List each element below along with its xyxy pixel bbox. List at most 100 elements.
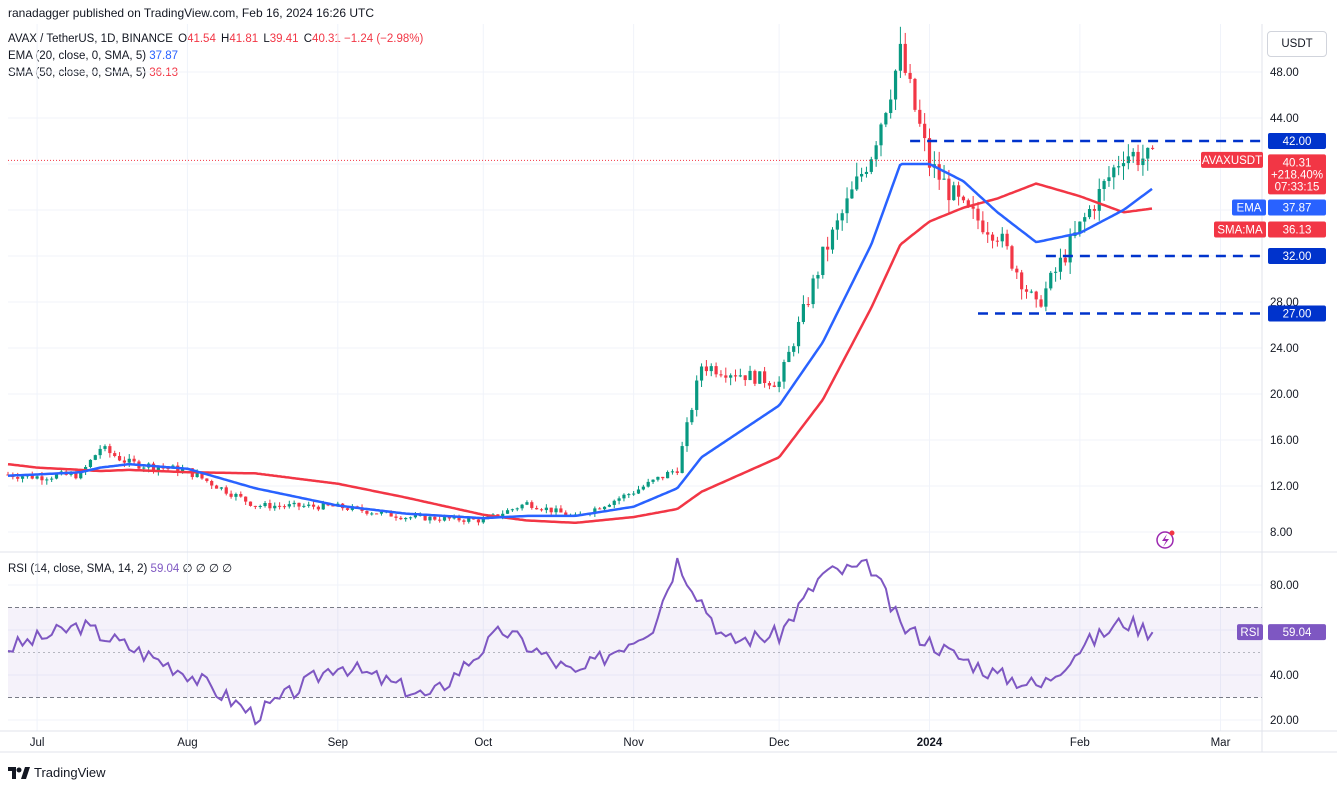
tradingview-logo-icon — [8, 766, 30, 779]
candle-body — [476, 519, 481, 523]
candle-body — [675, 471, 679, 473]
candle-body — [74, 472, 78, 479]
level-32-tag: 32.00 — [1268, 248, 1326, 264]
tradingview-brand[interactable]: TradingView — [8, 765, 106, 780]
ema-name-tag-text: EMA — [1237, 202, 1262, 214]
high-value: 41.81 — [229, 33, 259, 45]
candle-body — [510, 509, 514, 511]
lightning-icon[interactable] — [1156, 530, 1175, 549]
symbol-tag-bg — [1201, 151, 1263, 168]
candle-body — [248, 501, 253, 506]
candle-body — [462, 520, 466, 522]
candle-body — [234, 493, 238, 497]
rsi-tick-label: 20.00 — [1270, 715, 1299, 727]
candle-body — [971, 206, 975, 209]
candle-body — [30, 474, 34, 479]
candle-body — [205, 478, 209, 482]
candle-body — [1000, 233, 1004, 242]
candle-body — [273, 505, 277, 509]
candle-body — [20, 476, 25, 479]
candle-body — [1049, 272, 1053, 289]
candle-body — [1121, 163, 1126, 167]
candle-body — [1039, 299, 1043, 307]
ema-name-tag: EMA — [1232, 199, 1266, 216]
candle-body — [195, 473, 199, 478]
candle-body — [287, 504, 291, 507]
candle-body — [108, 446, 112, 454]
candle-body — [1107, 177, 1111, 182]
level-27-tag-text: 27.00 — [1283, 309, 1312, 321]
candle-body — [35, 476, 39, 479]
candle-body — [122, 460, 126, 463]
candle-body — [282, 506, 287, 508]
candle-body — [1024, 289, 1029, 292]
sma-name-tag-bg — [1214, 221, 1266, 238]
ema-value-tag-text: 37.87 — [1283, 202, 1312, 214]
candle-body — [738, 375, 742, 377]
candle-body — [835, 220, 839, 230]
candle-body — [743, 375, 747, 381]
symbol-tag: AVAXUSDT — [1201, 151, 1263, 168]
candle-body — [442, 517, 447, 521]
candle-body — [1034, 291, 1038, 300]
candle-body — [229, 493, 233, 497]
candle-body — [855, 176, 859, 190]
candle-body — [331, 505, 335, 507]
candle-body — [767, 383, 772, 386]
ema-value-tag-bg — [1268, 199, 1326, 216]
candle-body — [908, 72, 912, 79]
candle-body — [763, 371, 767, 384]
candle-body — [263, 502, 267, 507]
candle-body — [612, 500, 616, 505]
candle-body — [127, 458, 131, 463]
candle-body — [79, 471, 83, 479]
candle-body — [995, 240, 999, 242]
candle-body — [345, 508, 350, 510]
open-value: 41.54 — [187, 33, 216, 45]
candle-body — [961, 196, 966, 201]
candle-body — [990, 234, 995, 241]
candle-body — [923, 123, 927, 139]
rsi-legend-line: RSI (14, close, SMA, 14, 2) 59.04 ∅ ∅ ∅ … — [8, 561, 232, 575]
candle-body — [302, 505, 306, 507]
candle-body — [830, 229, 835, 250]
price-tick-label: 16.00 — [1270, 435, 1299, 447]
time-tick-label: Mar — [1211, 737, 1231, 749]
sma-legend-value: 36.13 — [149, 67, 179, 79]
candle-body — [719, 374, 723, 376]
candle-body — [88, 459, 93, 467]
candle-body — [986, 232, 990, 235]
candle-body — [699, 366, 704, 381]
candle-body — [670, 471, 675, 473]
candle-body — [467, 518, 471, 522]
price-tick-label: 24.00 — [1270, 343, 1299, 355]
low-label: L — [263, 33, 270, 45]
rsi-legend-extra: ∅ ∅ ∅ ∅ — [182, 563, 233, 575]
candle-body — [433, 516, 437, 520]
brand-text: TradingView — [34, 765, 106, 780]
candle-body — [801, 304, 805, 322]
candle-body — [690, 409, 694, 423]
candle-body — [1029, 291, 1033, 293]
level-42-tag-text: 42.00 — [1283, 136, 1312, 148]
candle-body — [549, 507, 553, 513]
sma-value-tag-text: 36.13 — [1283, 225, 1312, 237]
candle-body — [50, 478, 54, 480]
candle-body — [617, 498, 621, 501]
rsi-value-tag-bg — [1268, 624, 1326, 641]
candle-body — [1054, 271, 1058, 273]
rsi-name-tag: RSI — [1237, 624, 1263, 641]
candle-body — [1112, 167, 1116, 178]
level-27-tag: 27.00 — [1268, 305, 1326, 322]
candle-body — [45, 479, 49, 481]
candle-body — [937, 164, 941, 180]
level-32-tag-text: 32.00 — [1283, 251, 1312, 263]
candle-body — [554, 508, 558, 513]
candle-body — [724, 375, 728, 378]
candle-body — [404, 517, 408, 520]
currency-button[interactable]: USDT — [1267, 31, 1327, 57]
ema-name-tag-bg — [1232, 199, 1266, 216]
price-tags: 42.00 32.00 27.00 AVAXUSDT 40.31+218.40%07:3… — [1201, 133, 1326, 641]
candle-body — [704, 366, 708, 372]
